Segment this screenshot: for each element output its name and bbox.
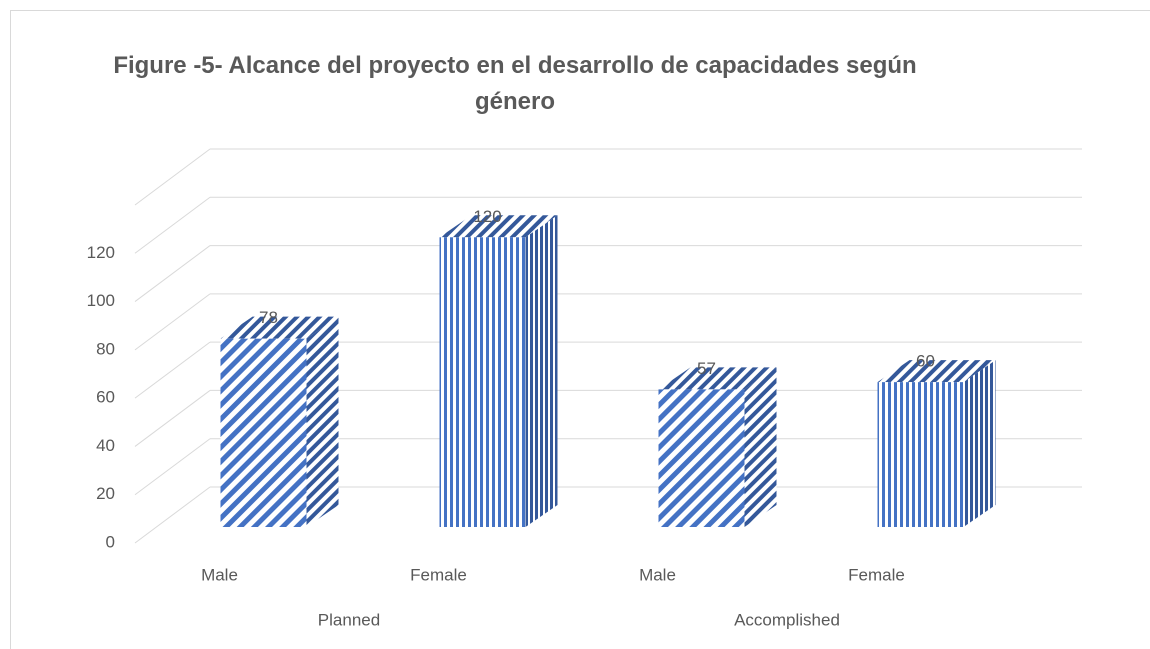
y-tick-label: 100 bbox=[87, 291, 115, 310]
bar-side bbox=[306, 316, 339, 527]
grid-line bbox=[134, 196, 211, 254]
value-label: 78 bbox=[259, 308, 278, 327]
grid-line bbox=[134, 341, 211, 399]
x-tick-label: Female bbox=[848, 565, 905, 584]
group-label: Planned bbox=[318, 610, 380, 629]
grid-line bbox=[134, 438, 211, 496]
y-tick-label: 120 bbox=[87, 243, 115, 262]
bar-top bbox=[877, 360, 996, 383]
group-label: Accomplished bbox=[734, 610, 840, 629]
y-tick-label: 60 bbox=[96, 388, 115, 407]
bar bbox=[439, 237, 526, 528]
chart-border bbox=[10, 10, 1150, 649]
chart-title: Figure -5- Alcance del proyecto en el de… bbox=[113, 52, 917, 115]
bar-side bbox=[744, 367, 777, 527]
bar-side bbox=[963, 360, 996, 527]
x-tick-label: Male bbox=[639, 565, 676, 584]
wall-top bbox=[134, 148, 211, 206]
y-tick-label: 20 bbox=[96, 484, 115, 503]
bar-top bbox=[439, 215, 558, 238]
value-label: 57 bbox=[697, 359, 716, 378]
y-tick-label: 80 bbox=[96, 339, 115, 358]
value-label: 60 bbox=[916, 352, 935, 371]
bar-side bbox=[525, 215, 558, 528]
bar bbox=[220, 338, 307, 527]
bar bbox=[877, 382, 964, 527]
y-tick-label: 40 bbox=[96, 436, 115, 455]
value-label: 120 bbox=[473, 207, 501, 226]
grid-line bbox=[134, 486, 211, 544]
bar bbox=[658, 389, 745, 527]
grid-line bbox=[134, 390, 211, 447]
grid-line bbox=[134, 245, 211, 302]
bar-top bbox=[220, 316, 339, 339]
bar-top bbox=[658, 367, 777, 390]
y-tick-label: 0 bbox=[106, 532, 115, 551]
x-tick-label: Female bbox=[410, 565, 467, 584]
grid-line bbox=[134, 293, 211, 351]
x-tick-label: Male bbox=[201, 565, 238, 584]
